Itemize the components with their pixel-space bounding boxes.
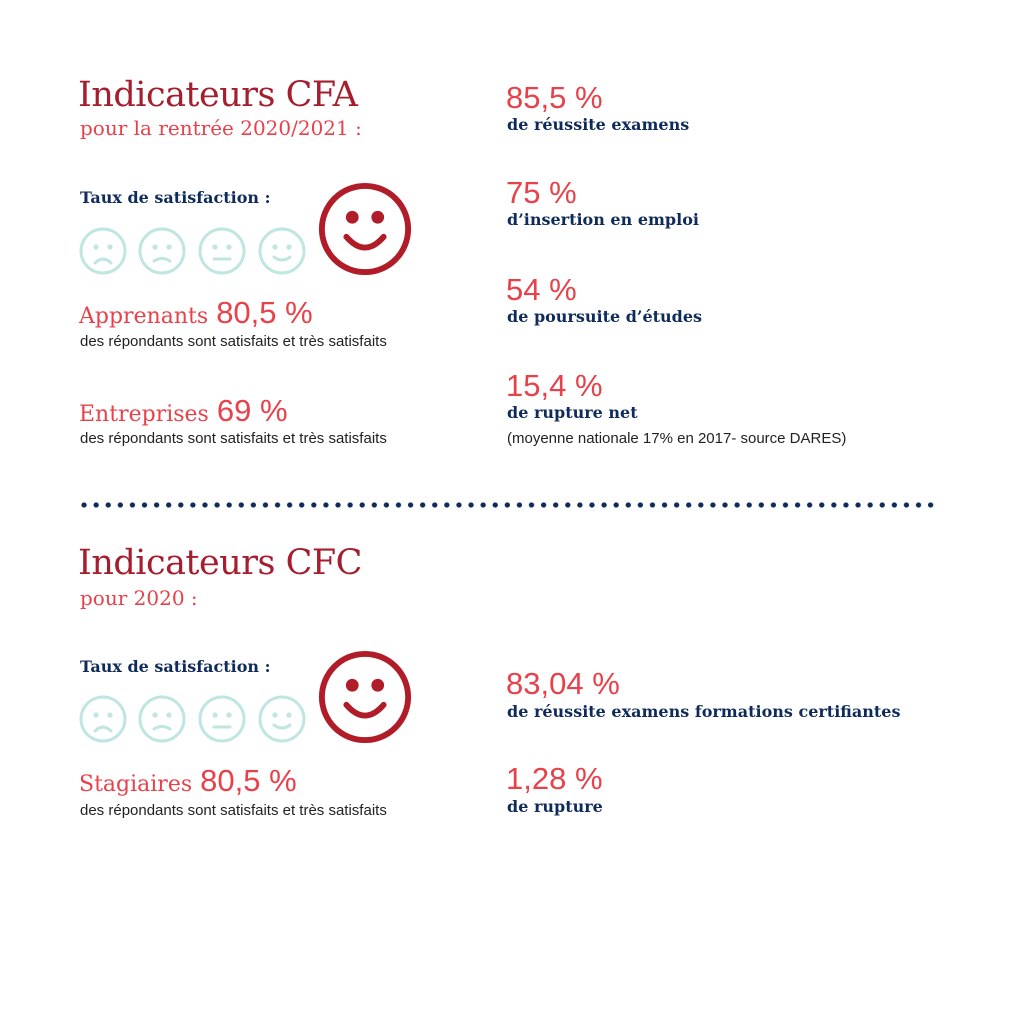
very-happy-face-icon bbox=[318, 650, 412, 744]
stat-value: 83,04 % bbox=[506, 666, 620, 701]
cfc-satisfaction-label: Taux de satisfaction : bbox=[80, 657, 271, 676]
group-value: 80,5 % bbox=[200, 763, 297, 798]
stat-value: 85,5 % bbox=[506, 80, 603, 115]
stat-label: de rupture net bbox=[507, 403, 638, 422]
stat-value: 54 % bbox=[506, 272, 577, 307]
stat-label: de rupture bbox=[507, 797, 603, 816]
cfa-title: Indicateurs CFA bbox=[78, 75, 358, 115]
cfa-group-entreprises: Entreprises 69 % bbox=[79, 395, 288, 426]
group-description: des répondants sont satisfaits et très s… bbox=[80, 333, 387, 350]
group-name: Entreprises bbox=[79, 402, 209, 427]
stat-label: de réussite examens bbox=[507, 115, 690, 134]
cfc-title: Indicateurs CFC bbox=[78, 543, 362, 583]
group-value: 80,5 % bbox=[216, 295, 313, 330]
cfc-group-stagiaires: Stagiaires 80,5 % bbox=[79, 765, 297, 796]
group-value: 69 % bbox=[216, 393, 288, 428]
very-sad-face-icon bbox=[79, 695, 127, 743]
group-name: Stagiaires bbox=[79, 772, 193, 797]
group-name: Apprenants bbox=[79, 304, 209, 329]
smile-face-icon bbox=[258, 695, 306, 743]
neutral-face-icon bbox=[198, 227, 246, 275]
stat-label: de réussite examens formations certifian… bbox=[507, 702, 901, 721]
stat-value: 1,28 % bbox=[506, 761, 603, 796]
very-happy-face-icon bbox=[318, 182, 412, 276]
neutral-face-icon bbox=[198, 695, 246, 743]
very-sad-face-icon bbox=[79, 227, 127, 275]
stat-note: (moyenne nationale 17% en 2017- source D… bbox=[507, 430, 847, 447]
stat-label: d’insertion en emploi bbox=[507, 210, 699, 229]
cfa-group-apprenants: Apprenants 80,5 % bbox=[79, 297, 313, 328]
cfc-subtitle: pour 2020 : bbox=[80, 586, 198, 610]
group-description: des répondants sont satisfaits et très s… bbox=[80, 430, 387, 447]
sad-face-icon bbox=[138, 695, 186, 743]
stat-label: de poursuite d’études bbox=[507, 307, 703, 326]
sad-face-icon bbox=[138, 227, 186, 275]
cfa-satisfaction-label: Taux de satisfaction : bbox=[80, 188, 271, 207]
dotted-divider bbox=[78, 502, 940, 508]
group-description: des répondants sont satisfaits et très s… bbox=[80, 802, 387, 819]
stat-value: 75 % bbox=[506, 175, 577, 210]
smile-face-icon bbox=[258, 227, 306, 275]
stat-value: 15,4 % bbox=[506, 368, 603, 403]
cfa-subtitle: pour la rentrée 2020/2021 : bbox=[80, 116, 362, 140]
